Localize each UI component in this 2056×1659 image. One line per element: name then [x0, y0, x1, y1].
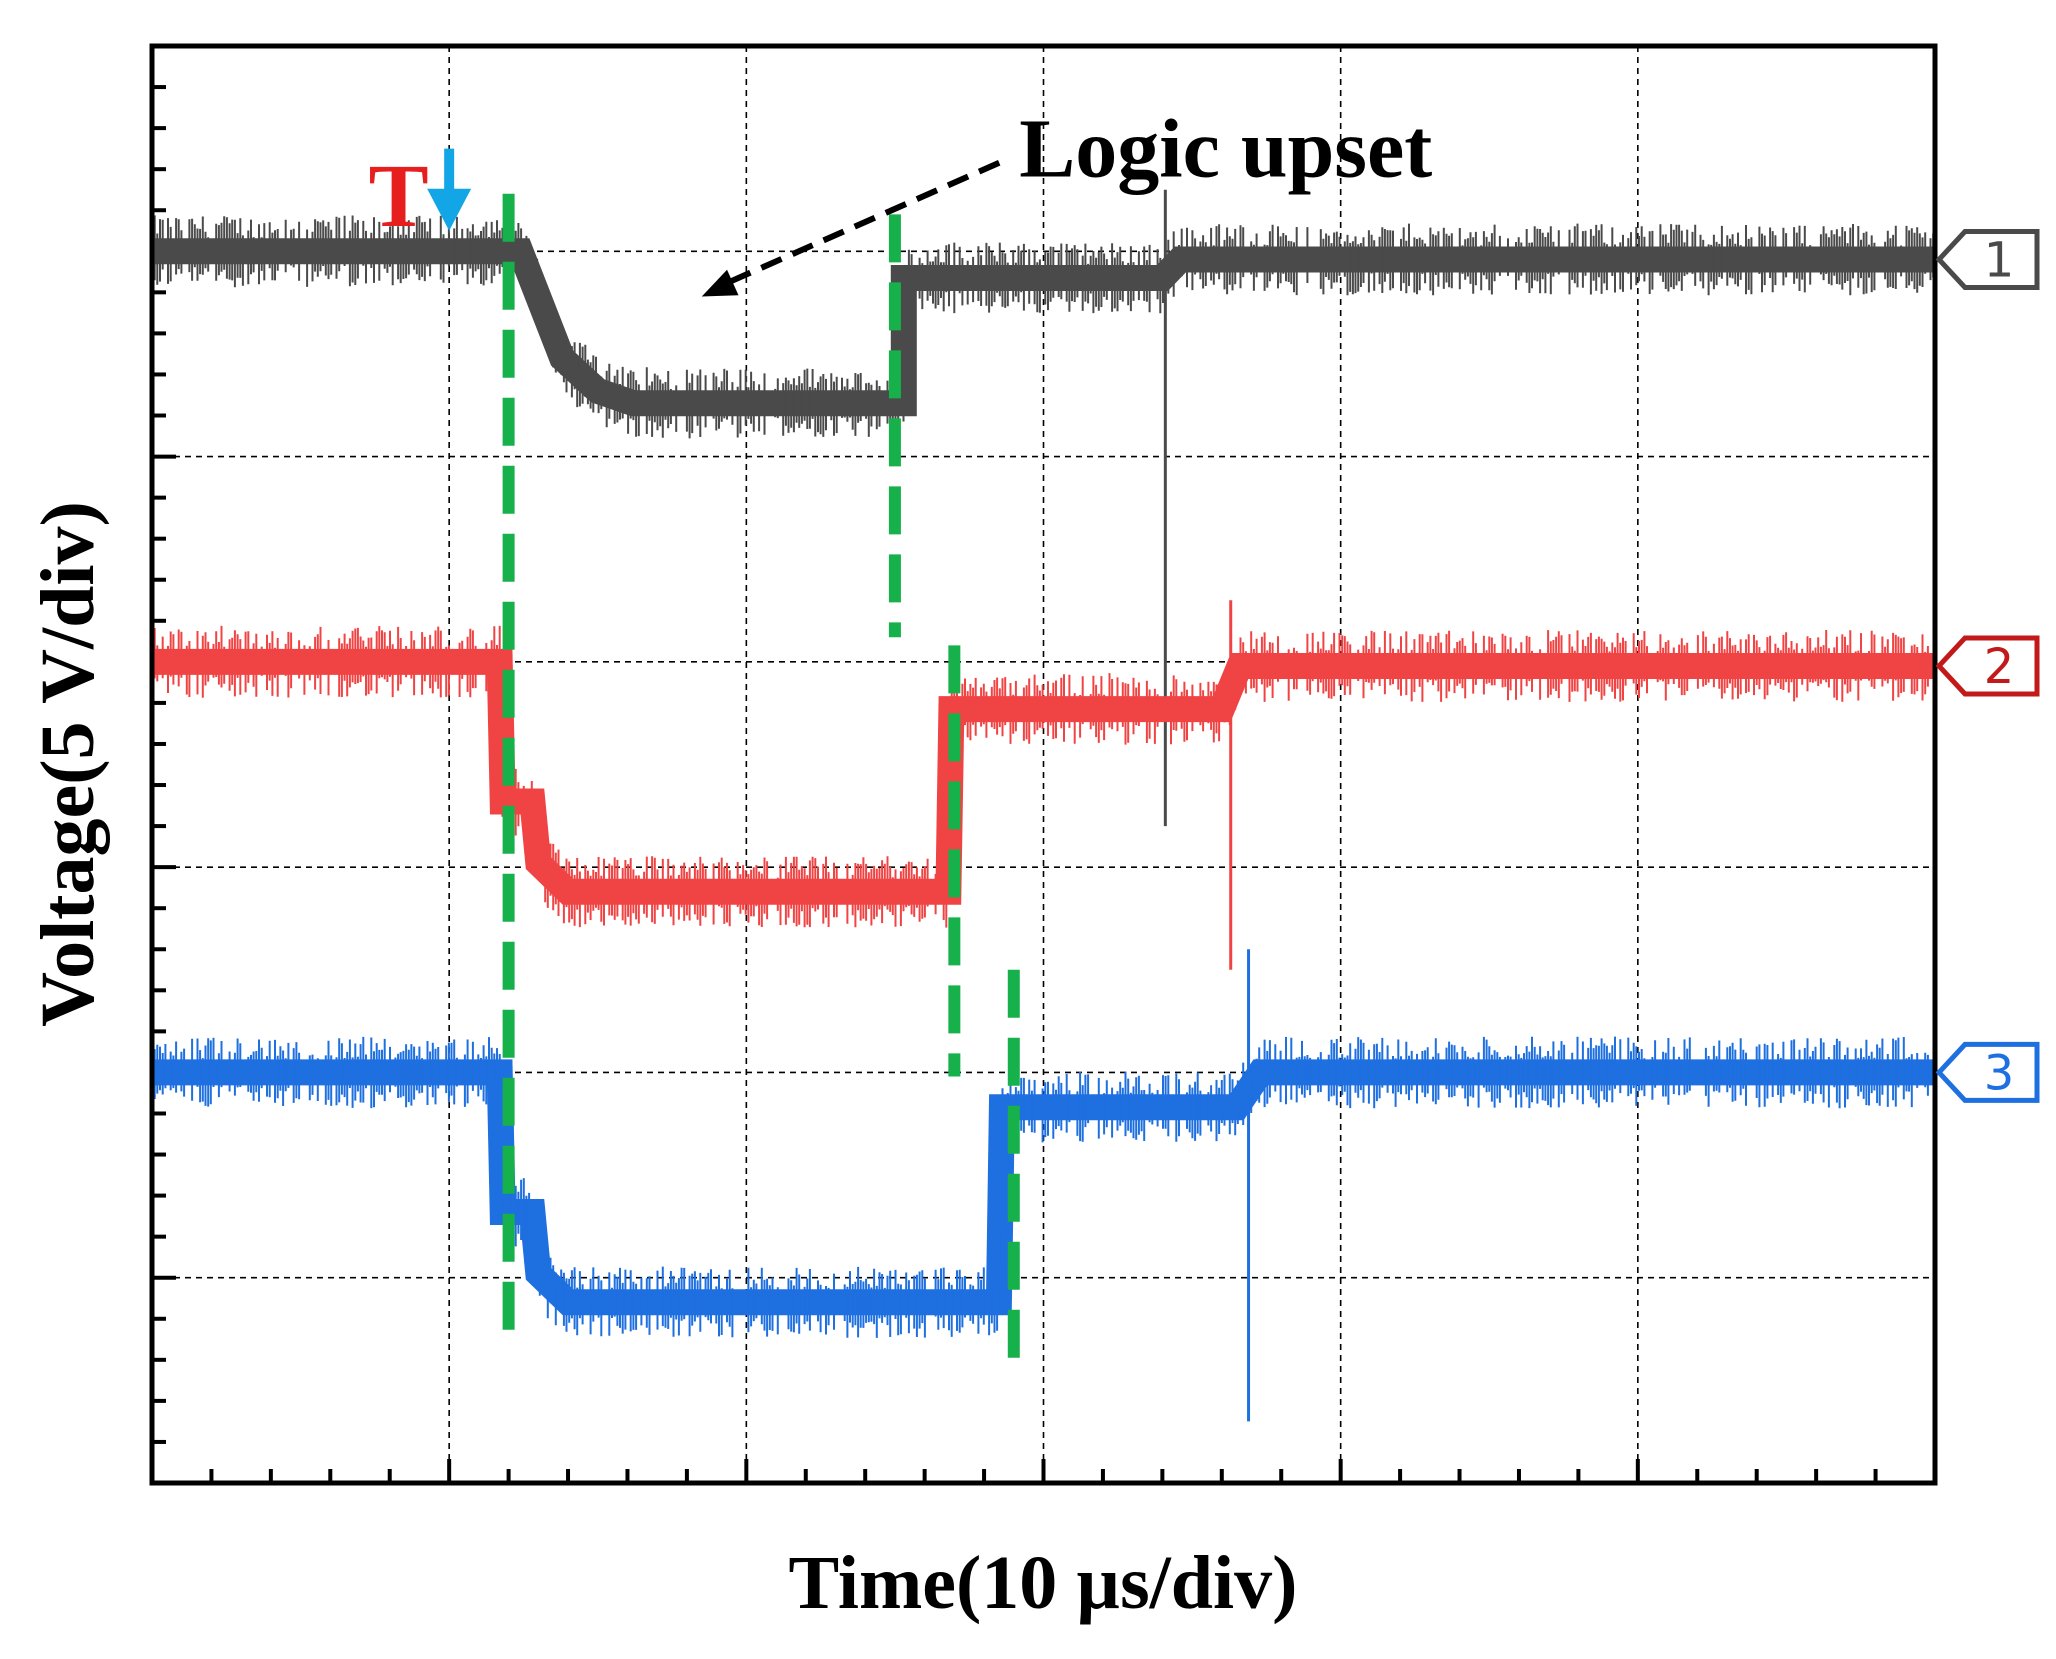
- channel-marker-label: 1: [1984, 232, 2015, 288]
- y-axis-label: Voltage(5 V/div): [26, 501, 110, 1027]
- logic-upset-arrow-head: [701, 269, 739, 297]
- series-2-noise: [152, 625, 1929, 928]
- channel-marker-shape: [1935, 228, 2040, 290]
- logic-upset-label: Logic upset: [1019, 103, 1432, 196]
- annotations: T Logic upset: [369, 103, 1432, 297]
- trigger-label: T: [369, 147, 429, 246]
- reference-lines: [502, 193, 1020, 1371]
- logic-upset-callout: Logic upset: [701, 103, 1432, 297]
- plot-frame: [149, 43, 1938, 1486]
- channel-marker-label: 2: [1984, 639, 2015, 695]
- trace-2: [152, 600, 1935, 970]
- channel-marker-shape: [1935, 635, 2040, 697]
- channel-marker-shape: [1935, 1041, 2040, 1103]
- logic-upset-arrow-line: [722, 160, 1001, 288]
- channel-marker-2: 2: [1935, 635, 2040, 697]
- series-3-noise: [153, 1036, 1929, 1338]
- trigger-arrow-head: [427, 188, 472, 231]
- trigger-arrow-icon: [427, 148, 472, 231]
- trace-3: [152, 949, 1935, 1422]
- series-1-noise: [152, 215, 1935, 439]
- traces: [152, 189, 1935, 1422]
- channel-marker-1: 1: [1935, 228, 2040, 290]
- channel-marker-label: 3: [1984, 1045, 2015, 1101]
- x-axis-label: Time(10 µs/div): [789, 1541, 1298, 1625]
- channel-marker-3: 3: [1935, 1041, 2040, 1103]
- channel-markers: 1 2 3: [1935, 228, 2040, 1103]
